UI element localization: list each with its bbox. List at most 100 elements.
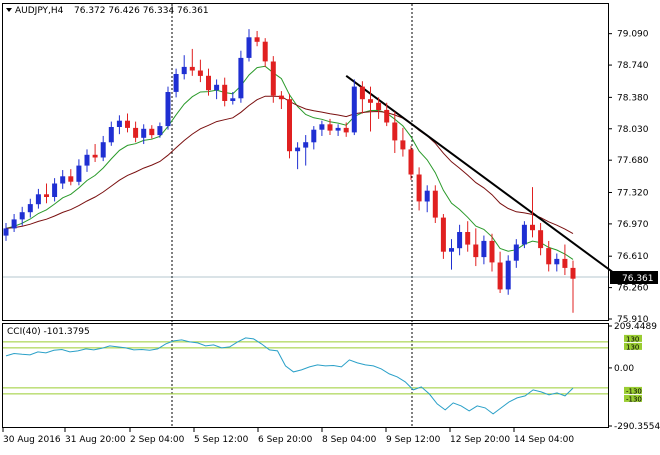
time-tick-label: 8 Sep 04:00 xyxy=(322,435,377,445)
candle-body xyxy=(319,124,325,130)
time-tick-label: 12 Sep 20:00 xyxy=(450,435,510,445)
candle-body xyxy=(238,57,244,99)
candle-body xyxy=(359,86,365,100)
candle-body xyxy=(392,122,398,141)
price-tick-label: 77.320 xyxy=(617,188,649,198)
candle-body xyxy=(254,37,260,42)
candle-body xyxy=(521,224,527,245)
candle-body xyxy=(473,244,479,258)
time-tick-label: 6 Sep 20:00 xyxy=(258,435,313,445)
candle-body xyxy=(270,61,276,96)
cci-tick-label: 0.00 xyxy=(614,364,634,374)
candle-body xyxy=(303,142,309,148)
candle-body xyxy=(157,126,163,136)
price-pane-frame xyxy=(2,3,609,321)
price-tick-label: 78.380 xyxy=(617,93,649,103)
candle-body xyxy=(116,120,122,127)
candle-body xyxy=(384,109,390,123)
candle-body xyxy=(214,84,220,91)
price-tick-label: 76.260 xyxy=(617,284,649,294)
candle-body xyxy=(206,75,211,91)
candle-body xyxy=(60,176,66,184)
cci-level-label: 130 xyxy=(626,335,639,343)
candle-body xyxy=(84,154,90,166)
candle-body xyxy=(457,232,463,249)
candle-body xyxy=(76,165,82,182)
candle-body xyxy=(530,224,535,231)
candle-body xyxy=(133,127,139,138)
price-tick-label: 76.610 xyxy=(617,252,649,262)
candlestick-series xyxy=(3,29,576,313)
candle-body xyxy=(189,66,195,71)
candle-body xyxy=(19,212,25,220)
candle-body xyxy=(513,244,519,261)
time-tick-label: 5 Sep 12:00 xyxy=(194,435,249,445)
candle-body xyxy=(92,154,98,158)
time-tick-label: 30 Aug 2016 xyxy=(3,435,61,445)
cci-level-label: 130 xyxy=(626,343,639,351)
candle-body xyxy=(570,267,576,279)
price-tick-label: 76.970 xyxy=(617,220,649,230)
price-tick-label: 78.030 xyxy=(617,125,649,135)
time-tick-label: 2 Sep 04:00 xyxy=(130,435,185,445)
candle-body xyxy=(351,86,357,133)
price-tick-label: 78.740 xyxy=(617,61,649,71)
indicator-overlays xyxy=(3,66,623,280)
candle-body xyxy=(497,262,503,290)
cci-series xyxy=(3,337,608,415)
candle-body xyxy=(449,248,454,252)
chart-ohlc: 76.372 76.426 76.334 76.361 xyxy=(74,6,209,16)
triangle-down-icon[interactable] xyxy=(6,8,12,12)
candle-body xyxy=(246,37,252,58)
time-axis: 30 Aug 2016 31 Aug 20:00 2 Sep 04:00 5 Sep … xyxy=(2,428,574,445)
candle-body xyxy=(311,129,317,143)
candle-body xyxy=(481,240,487,258)
cci-level-box xyxy=(624,394,642,402)
time-tick-label: 14 Sep 04:00 xyxy=(514,435,574,445)
candle-body xyxy=(376,102,382,110)
price-tick-label: 79.090 xyxy=(617,30,649,40)
candle-body xyxy=(173,74,179,92)
cci-level-box xyxy=(624,342,642,350)
candle-body xyxy=(11,219,17,229)
candle-body xyxy=(489,240,495,263)
trend-line xyxy=(345,75,623,280)
candle-body xyxy=(287,99,292,152)
candle-body xyxy=(3,228,9,236)
candle-body xyxy=(149,128,155,136)
cci-tick-label: -290.3554 xyxy=(614,422,660,432)
price-tick-label: 75.910 xyxy=(617,315,649,325)
candle-body xyxy=(262,41,268,62)
chart-symbol: AUDJPY,H4 xyxy=(15,6,64,16)
candle-body xyxy=(416,174,422,202)
cci-level-label: -130 xyxy=(626,387,642,395)
candle-body xyxy=(230,98,236,101)
candle-body xyxy=(52,183,58,197)
candle-body xyxy=(562,258,568,268)
candle-body xyxy=(278,95,284,100)
candle-body xyxy=(554,258,560,265)
candle-body xyxy=(424,190,430,202)
candle-body xyxy=(181,66,187,75)
time-tick-label: 31 Aug 20:00 xyxy=(65,435,126,445)
candle-body xyxy=(368,99,373,103)
cci-pane-frame xyxy=(2,323,609,428)
current-price-box xyxy=(610,271,658,284)
cci-line xyxy=(5,337,574,415)
cci-level-box xyxy=(624,386,642,394)
candle-body xyxy=(68,176,74,182)
time-grid xyxy=(171,4,413,428)
candle-body xyxy=(465,232,471,245)
candle-body xyxy=(440,217,446,252)
candle-body xyxy=(222,84,228,101)
candle-body xyxy=(125,120,130,128)
candle-body xyxy=(165,92,171,127)
candle-body xyxy=(27,204,33,213)
candle-body xyxy=(538,230,544,249)
candle-body xyxy=(400,140,406,150)
candle-body xyxy=(335,127,341,131)
candle-body xyxy=(44,194,49,197)
